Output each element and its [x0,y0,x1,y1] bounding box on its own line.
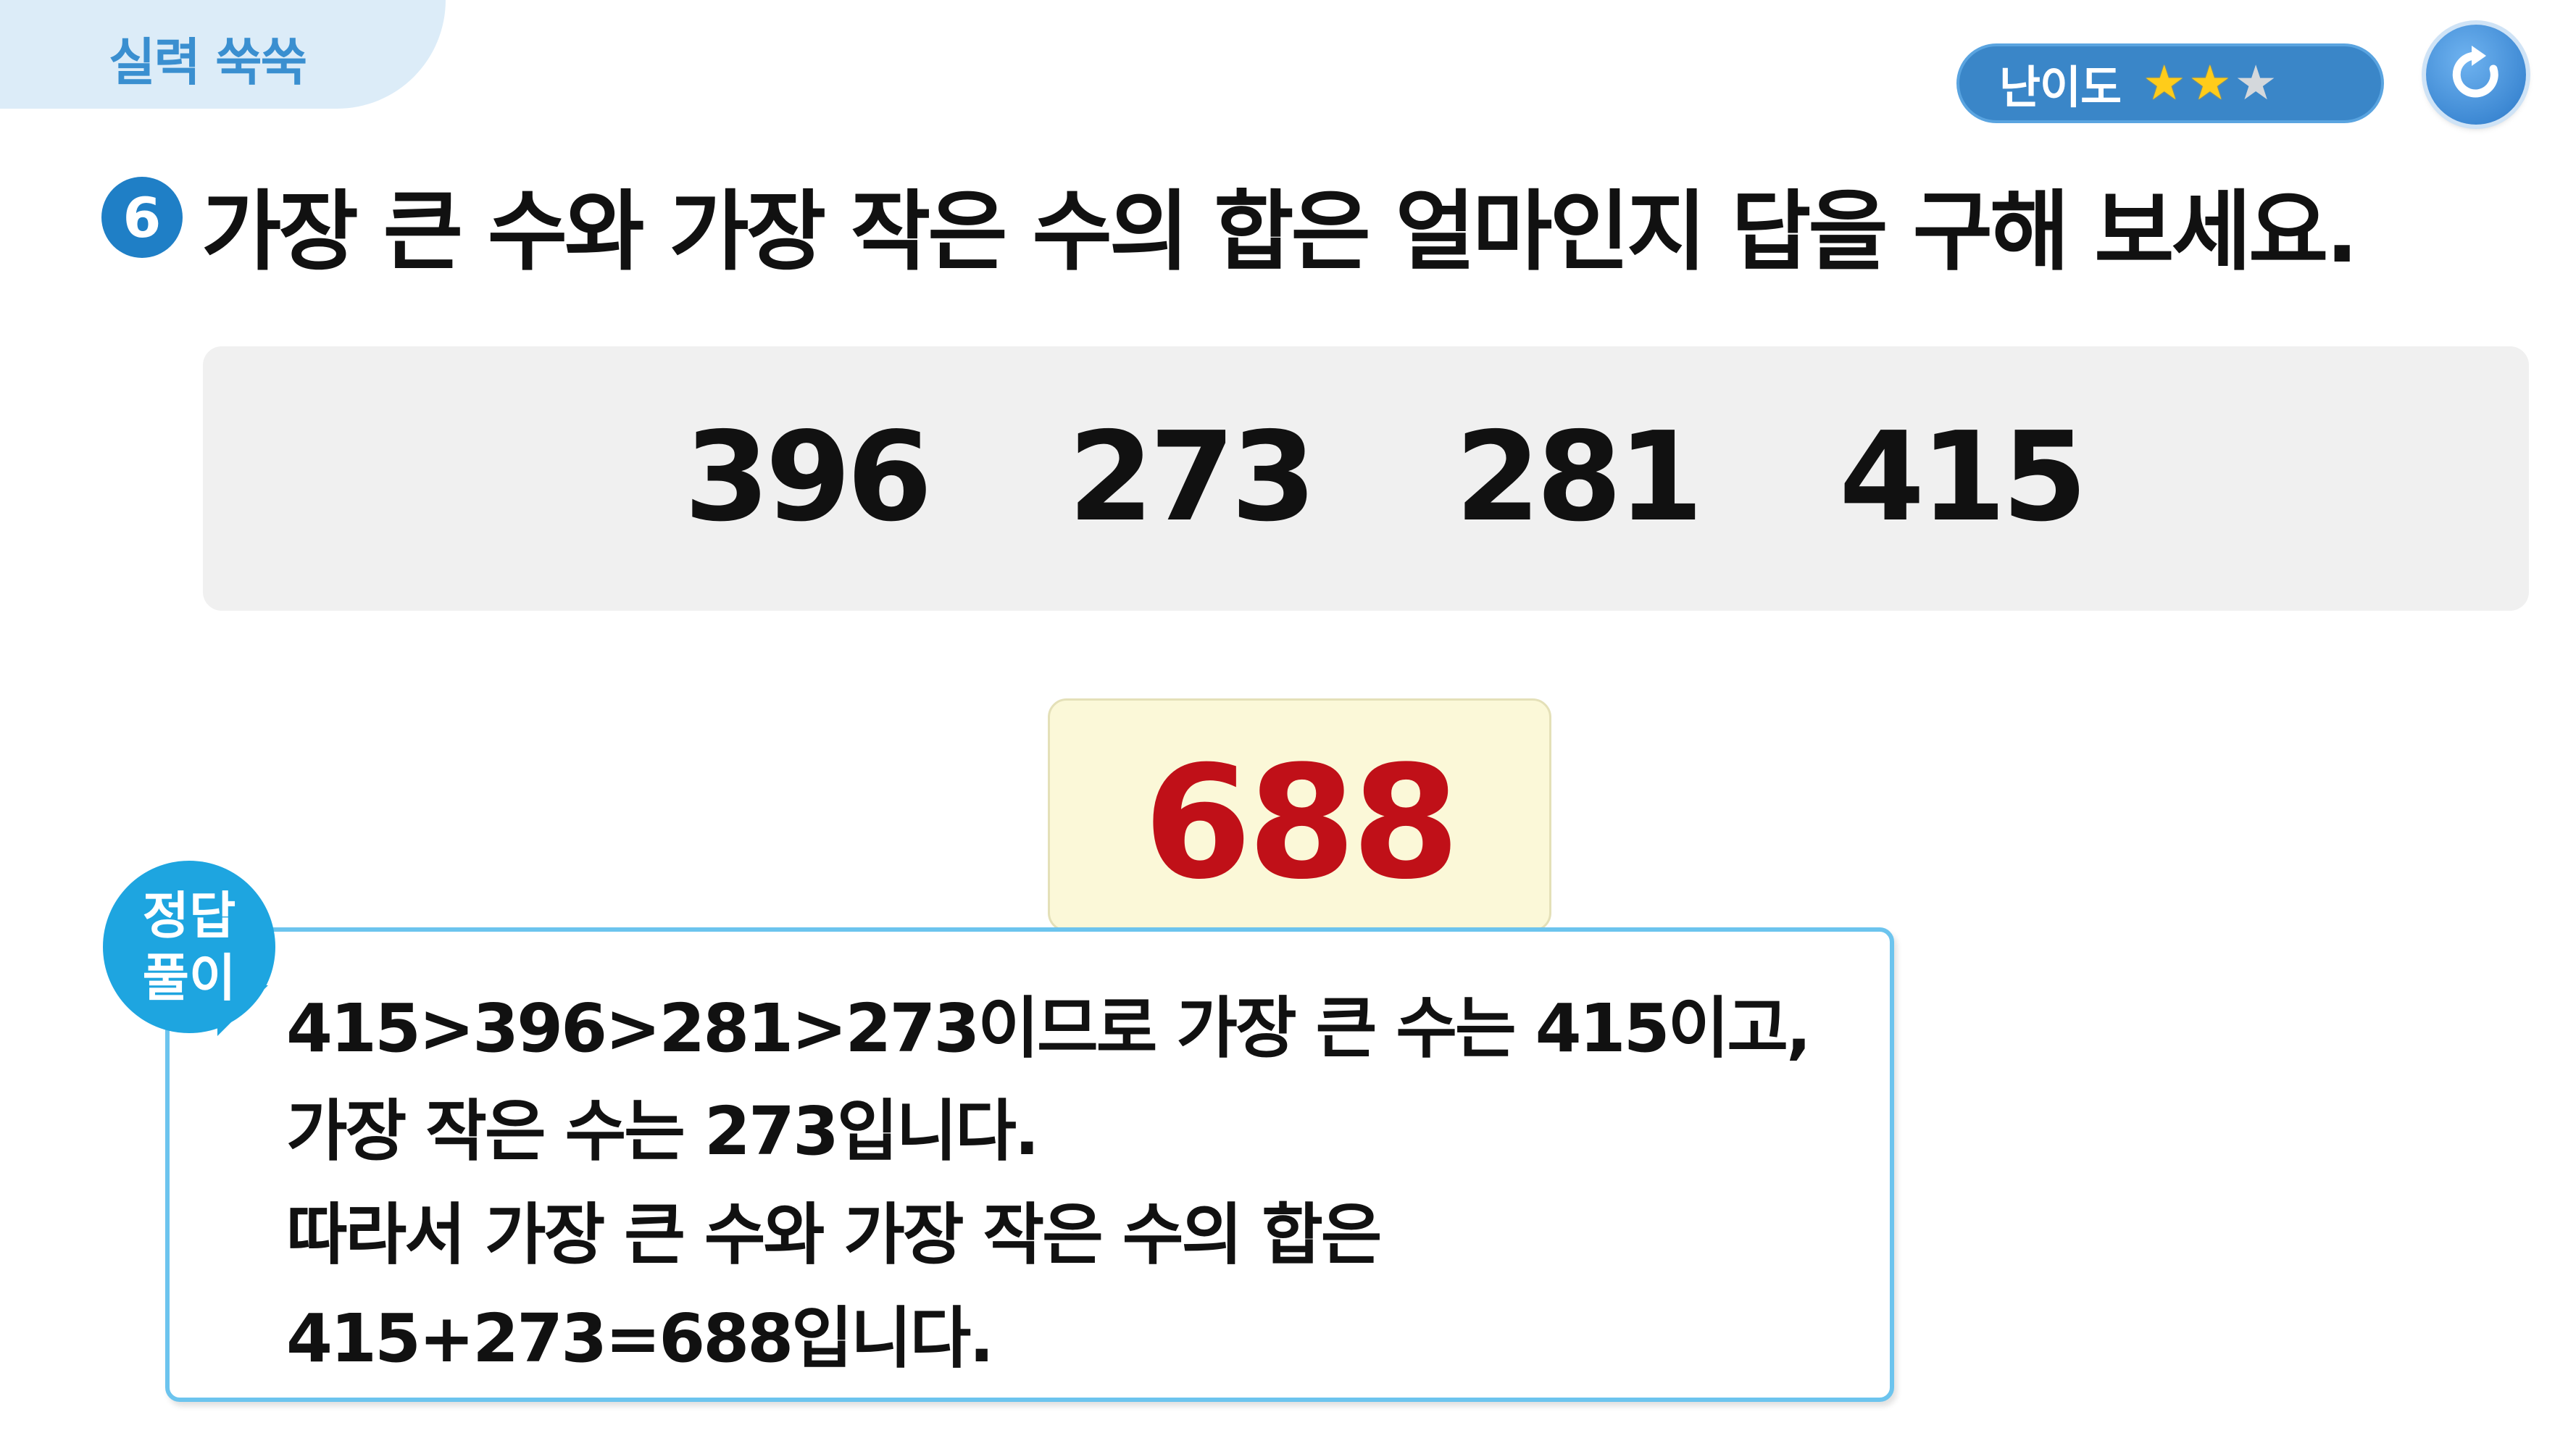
solution-line: 415+273=688입니다. [286,1300,994,1377]
number-item: 273 [1068,406,1317,549]
section-label: 실력 쑥쑥 [109,33,307,92]
refresh-button[interactable] [2426,25,2526,125]
question-text: 가장 큰 수와 가장 작은 수의 합은 얼마인지 답을 구해 보세요. [201,182,2359,283]
number-item: 281 [1455,406,1704,549]
number-item: 396 [684,406,933,549]
solution-badge[interactable]: 정답 풀이 [103,861,275,1033]
answer-value: 688 [1143,732,1460,914]
solution-badge-label: 풀이 [142,948,236,1008]
solution-line: 가장 작은 수는 273입니다. [286,1093,1040,1170]
star-icon: ★ [2188,55,2232,111]
section-tab [0,0,446,109]
solution-line: 따라서 가장 큰 수와 가장 작은 수의 합은 [286,1196,1382,1274]
star-icon: ★ [2234,55,2277,111]
solution-badge-label: 정답 [142,886,236,945]
refresh-icon [2452,46,2498,98]
answer-box [1048,698,1551,932]
question-number: 6 [101,177,183,258]
star-icon: ★ [2143,55,2186,111]
solution-box [165,927,1894,1402]
difficulty-stars: ★ ★ ★ [2143,59,2280,107]
solution-line: 415>396>281>273이므로 가장 큰 수는 415이고, [286,990,1812,1067]
numbers-box [203,346,2529,611]
number-item: 415 [1839,406,2088,549]
difficulty-label: 난이도 [1999,61,2122,114]
difficulty-badge: 난이도 ★ ★ ★ [1956,43,2384,123]
